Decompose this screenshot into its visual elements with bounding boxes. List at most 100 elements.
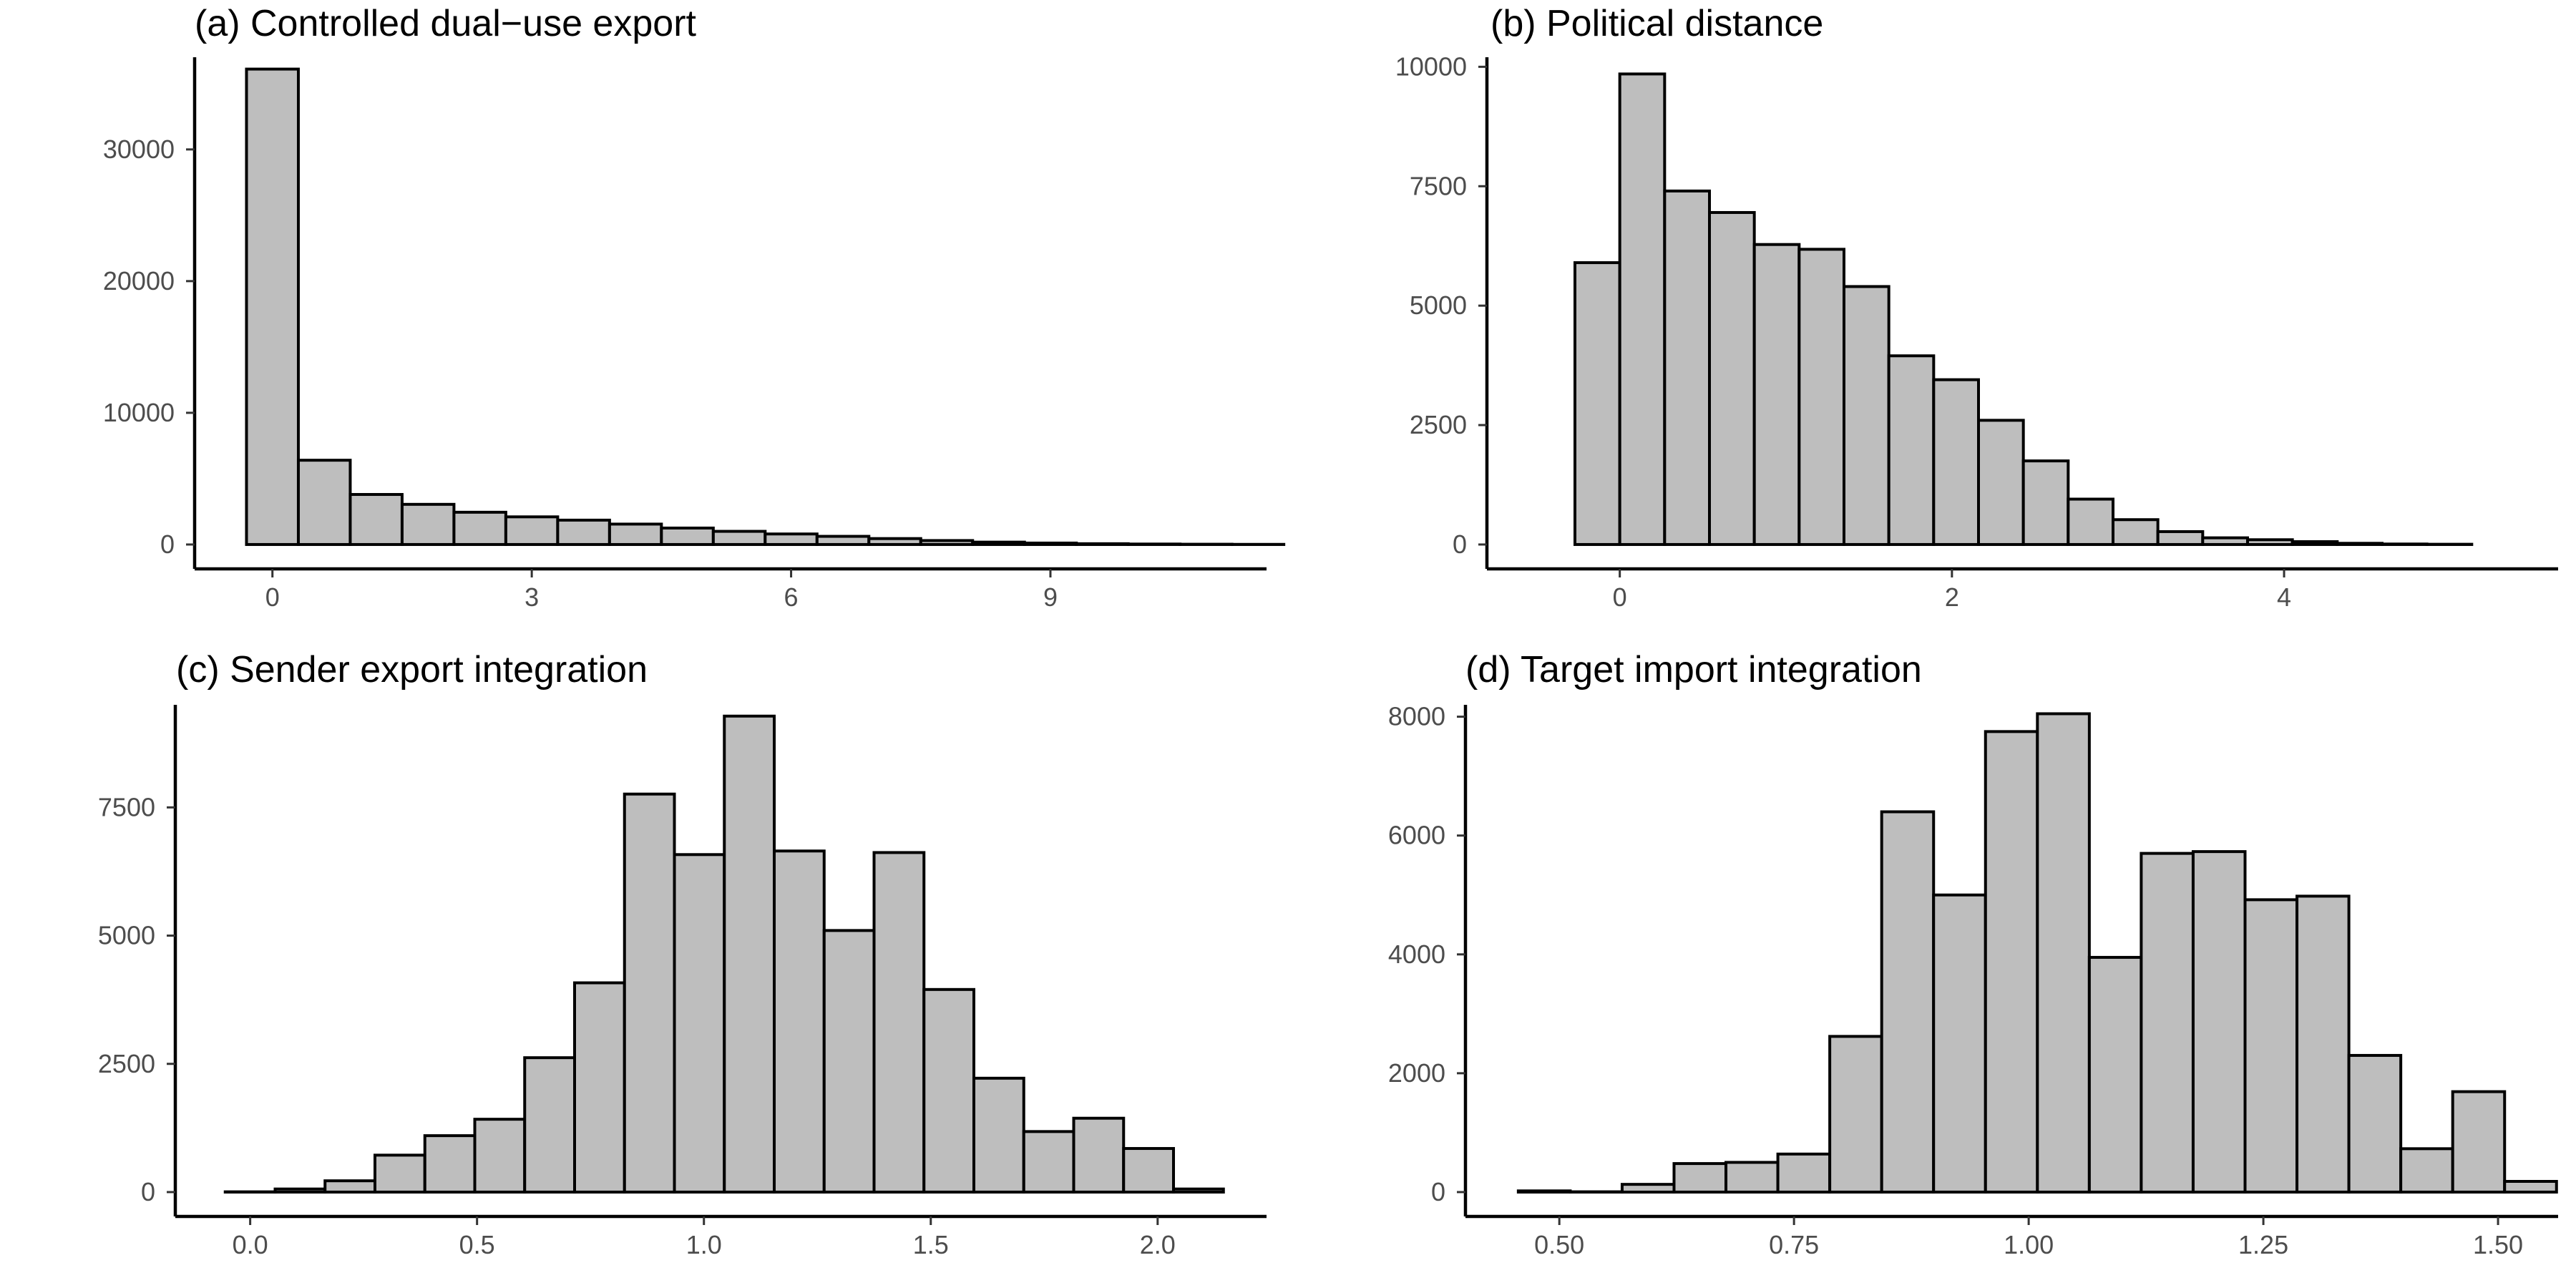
panel-b-bar <box>1843 285 1890 546</box>
panel-a-bar <box>1126 542 1182 546</box>
panel-c-bar <box>773 849 826 1194</box>
panel-b-bar <box>2021 459 2070 546</box>
panel-a-bar <box>1023 541 1078 546</box>
panel-d-y-tick-label: 8000 <box>1388 702 1445 731</box>
panel-c-x-tick-label: 0.5 <box>459 1230 495 1259</box>
panel-b-bar <box>1752 243 1801 546</box>
panel-d: (d) Target import integration 0 2000 4000 6… <box>1388 649 2558 1259</box>
panel-a-bar <box>504 515 560 546</box>
panel-b-bar <box>1797 248 1846 546</box>
panel-c-bar <box>523 1056 576 1194</box>
panel-d-x-tick-label: 1.25 <box>2238 1230 2288 1259</box>
panel-c-bar <box>922 987 976 1194</box>
panel-a-bar <box>245 67 300 546</box>
panel-d-bar <box>1776 1152 1832 1194</box>
panel-d-bar <box>1620 1183 1676 1194</box>
panel-b-bar <box>1887 354 1936 546</box>
panel-a-bar <box>400 502 456 546</box>
panel-a-bar <box>660 526 715 546</box>
panel-c-bar <box>972 1076 1025 1194</box>
panel-a-x-tick-label: 6 <box>784 582 799 612</box>
panel-c-bar <box>623 792 676 1194</box>
panel-a-bar <box>1075 542 1130 546</box>
panel-b-y-tick-label: 2500 <box>1410 410 1467 439</box>
panel-d-bar <box>2191 850 2247 1194</box>
panel-c-y-tick-label: 2500 <box>98 1049 155 1078</box>
panel-a-bar <box>763 532 819 546</box>
panel-d-bar <box>2087 955 2143 1194</box>
panel-d-bar <box>2296 894 2351 1194</box>
panel-c-bar <box>423 1134 477 1194</box>
panel-b-bar <box>1932 378 1981 546</box>
panel-c-y-tick-label: 0 <box>141 1177 155 1206</box>
panel-b-bar <box>2067 497 2115 546</box>
panel-d-bar <box>2036 712 2091 1194</box>
panel-b-x-tick-label: 4 <box>2277 582 2291 612</box>
panel-d-bar <box>2243 898 2299 1194</box>
panel-c-bar <box>1072 1116 1126 1194</box>
panel-d-y-tick-label: 2000 <box>1388 1058 1445 1088</box>
panel-c-bar <box>822 929 876 1194</box>
panel-a-title: (a) Controlled dual−use export <box>195 3 697 44</box>
panel-a-y-tick-label: 0 <box>160 530 175 559</box>
panel-d-bar <box>1828 1035 1883 1194</box>
panel-a-bar <box>296 459 352 546</box>
panel-b-bar <box>1708 210 1756 546</box>
panel-d-x-tick-label: 1.50 <box>2473 1230 2523 1259</box>
panel-b-bar <box>1977 419 2025 546</box>
panel-d-bar <box>1516 1189 1572 1194</box>
panel-c-bar <box>872 851 926 1194</box>
panel-b-bar <box>1663 189 1712 546</box>
panel-a-bar <box>971 540 1026 546</box>
panel-c-bar <box>673 853 726 1194</box>
panel-c-y-tick-label: 5000 <box>98 921 155 950</box>
panel-c-x-tick-label: 1.5 <box>913 1230 949 1259</box>
panel-b-bar <box>2201 536 2249 546</box>
panel-b-y-tick-label: 7500 <box>1410 171 1467 200</box>
panel-a-bar <box>556 518 611 546</box>
panel-a-bar <box>348 493 404 546</box>
panel-c-title: (c) Sender export integration <box>176 649 648 691</box>
panel-a-bar <box>919 539 975 546</box>
panel-d-x-tick-label: 0.75 <box>1769 1230 1819 1259</box>
panel-c-bar <box>1022 1130 1075 1194</box>
panel-a-bar <box>867 537 922 546</box>
panel-d-bar <box>1672 1162 1728 1194</box>
panel-d-x-tick-label: 0.50 <box>1534 1230 1584 1259</box>
panel-c-bar <box>273 1187 327 1194</box>
panel-d-bar <box>1724 1161 1780 1194</box>
panel-d-y-tick-label: 4000 <box>1388 940 1445 969</box>
panel-b-bar <box>2245 538 2294 546</box>
panel-a-x-tick-label: 9 <box>1043 582 1058 612</box>
panel-b-bar <box>2290 540 2339 546</box>
panel-d-bar <box>1880 810 1936 1194</box>
panel-b-bar <box>1618 72 1667 546</box>
panel-c: (c) Sender export integration 0 2500 5000 7… <box>98 649 1267 1259</box>
panel-b-bar <box>2380 542 2429 546</box>
panel-d-bar <box>2503 1180 2558 1194</box>
panel-b-bar <box>1574 261 1621 546</box>
panel-c-x-tick-label: 0.0 <box>233 1230 268 1259</box>
panel-b-x-tick-label: 0 <box>1613 582 1627 612</box>
panel-d-bar <box>2399 1147 2454 1194</box>
panel-c-bar <box>374 1153 426 1194</box>
panel-a-bar <box>608 522 663 546</box>
panel-b-bar <box>2156 530 2205 546</box>
panel-b-x-tick-label: 2 <box>1945 582 1959 612</box>
panel-a-y-tick-label: 10000 <box>103 398 175 427</box>
panel-b-bar <box>2336 542 2384 546</box>
panel-c-bar <box>1172 1187 1225 1194</box>
panel-c-y-tick-label: 7500 <box>98 792 155 821</box>
panel-a-bar <box>711 530 767 546</box>
panel-c-bar <box>1122 1147 1176 1194</box>
panel-b-y-tick-label: 0 <box>1453 530 1467 559</box>
panel-b-y-tick-label: 10000 <box>1395 52 1467 81</box>
panel-c-bar <box>573 981 626 1194</box>
panel-d-bar <box>2140 852 2195 1194</box>
panel-b: (b) Political distance 0 2500 5000 7500 1000… <box>1395 3 2558 612</box>
panel-d-y-tick-label: 0 <box>1431 1177 1445 1206</box>
panel-d-title: (d) Target import integration <box>1465 649 1922 691</box>
panel-a-bar <box>452 510 507 546</box>
panel-c-bar <box>723 714 776 1194</box>
